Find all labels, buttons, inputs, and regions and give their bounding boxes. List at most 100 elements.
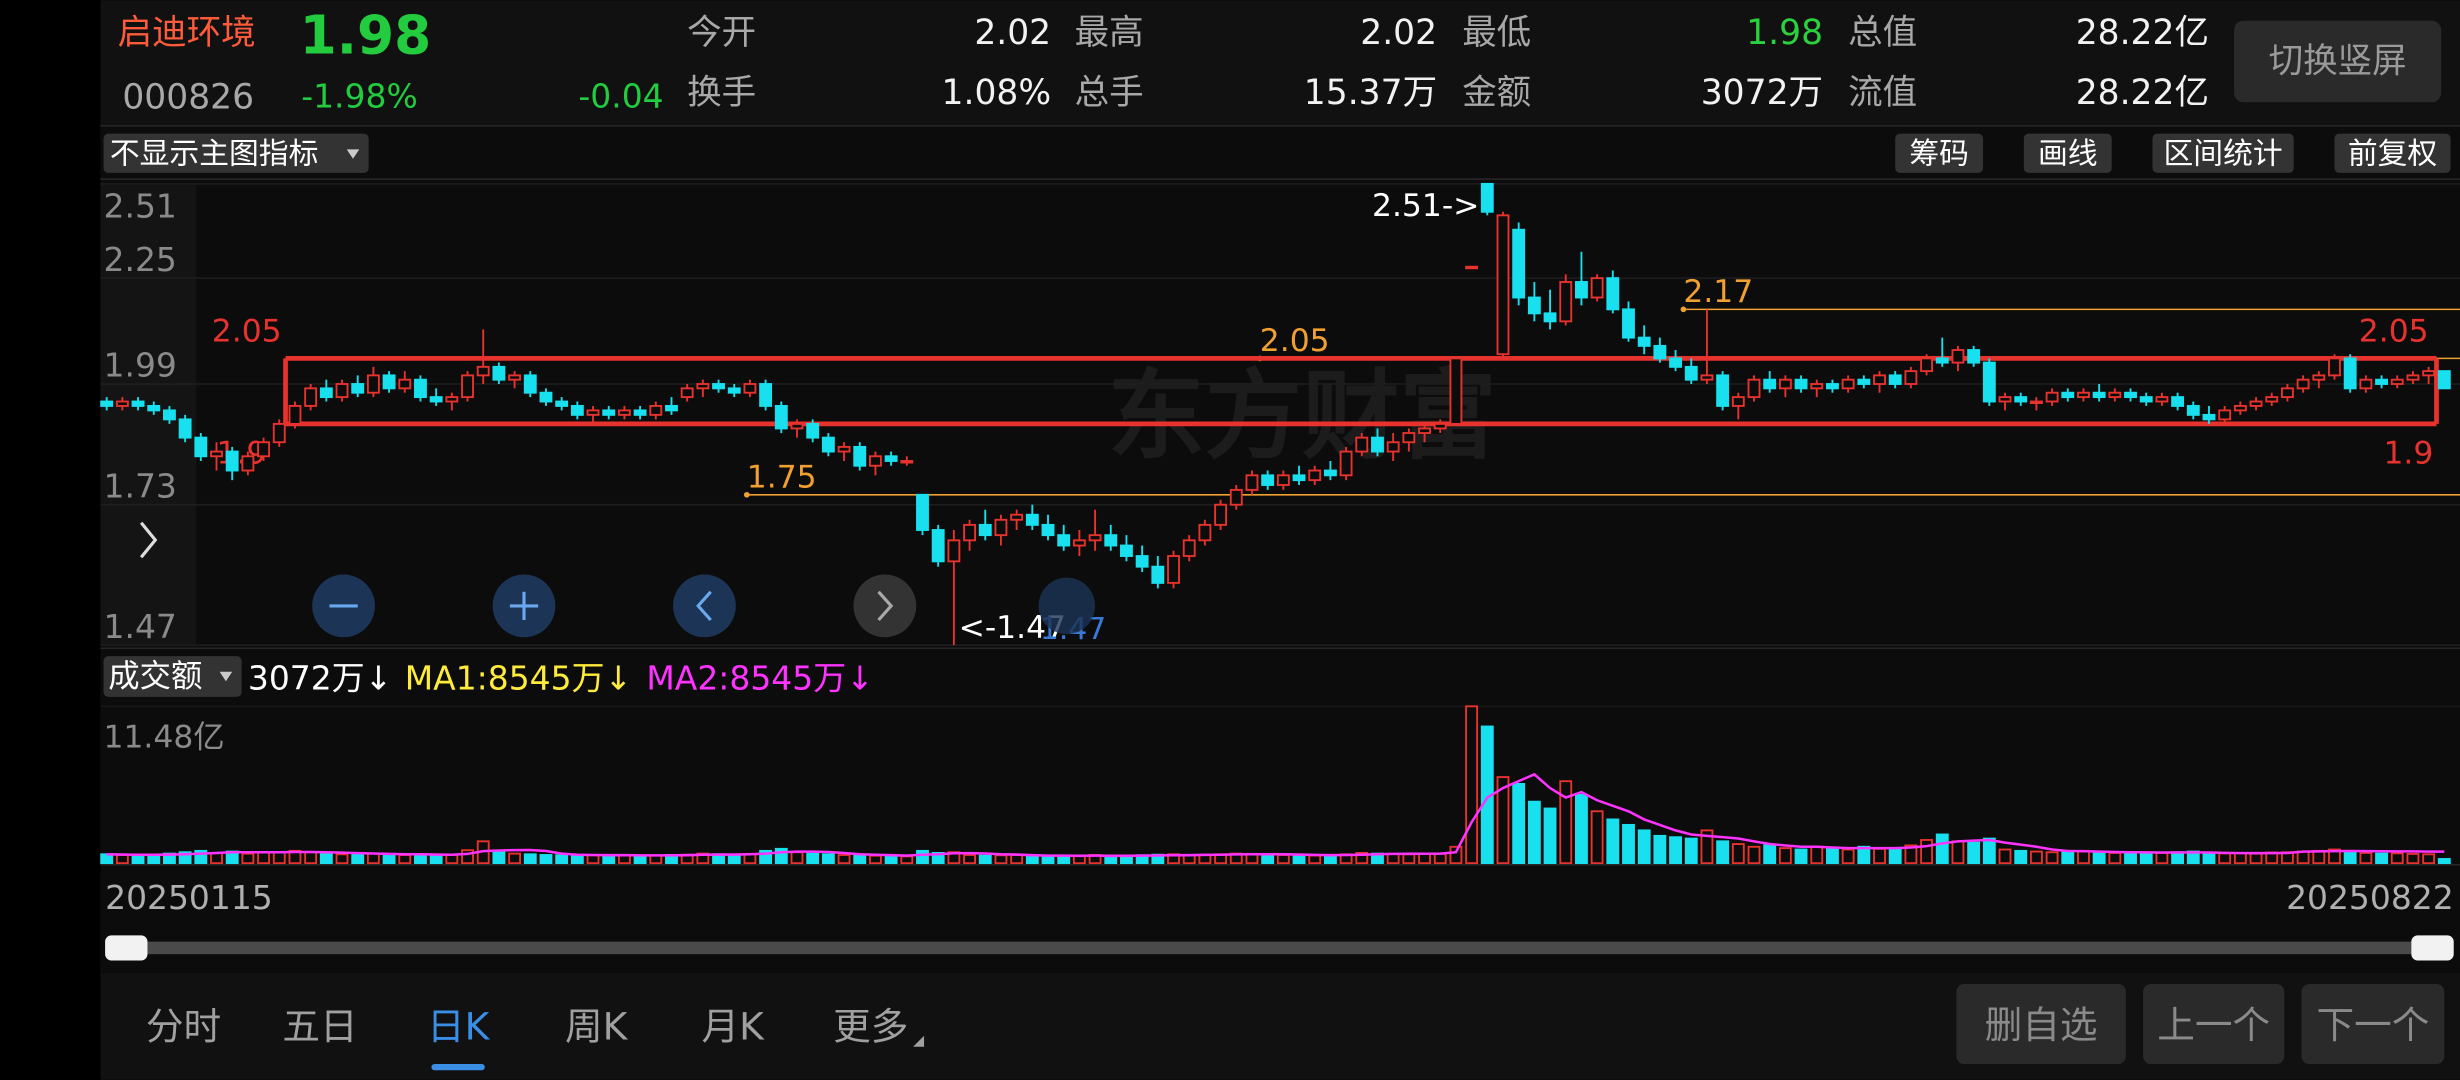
indicator-label[interactable]: 不显示主图指标 xyxy=(110,137,319,172)
box-label: 2.05 xyxy=(212,314,282,350)
volume-bar xyxy=(1794,848,1808,865)
side-handle[interactable] xyxy=(100,183,197,646)
volume-bar xyxy=(1747,845,1761,865)
switch-button-label[interactable]: 切换竖屏 xyxy=(2269,41,2407,81)
tool-button[interactable] xyxy=(1895,133,1984,173)
candle-body xyxy=(1418,427,1431,434)
volume-bar xyxy=(382,853,396,865)
volume-bar xyxy=(351,852,365,865)
zoom-controls xyxy=(312,574,1096,638)
volume-bar xyxy=(1982,837,1996,865)
action-button[interactable] xyxy=(2301,983,2445,1065)
tool-button[interactable] xyxy=(2152,133,2294,173)
volume-bar xyxy=(837,854,851,865)
volume-dropdown[interactable] xyxy=(103,656,242,697)
action-button-label[interactable]: 删自选 xyxy=(1985,1003,2098,1047)
volume-bar xyxy=(1543,807,1557,865)
candle-body xyxy=(1167,555,1180,584)
volume-bar xyxy=(2124,851,2137,865)
tool-button-label[interactable]: 画线 xyxy=(2038,137,2098,172)
tab[interactable]: 五日 xyxy=(282,1004,357,1048)
main-panel xyxy=(100,0,2460,1080)
volume-bar xyxy=(1653,834,1667,865)
candle-body xyxy=(523,374,537,394)
volume-bar xyxy=(1559,780,1573,865)
action-button[interactable] xyxy=(2143,983,2285,1065)
quote-header xyxy=(100,0,2460,126)
volume-bar xyxy=(602,854,616,865)
y-tick-label: 1.47 xyxy=(104,607,177,646)
candle-body xyxy=(2155,396,2169,403)
stat-value: 15.37万 xyxy=(1304,73,1437,113)
candle-body xyxy=(1072,539,1086,547)
scroll-handle-left[interactable] xyxy=(105,935,148,961)
tool-button[interactable] xyxy=(2334,133,2451,173)
candle-body xyxy=(680,387,694,399)
high-label: 2.51-> xyxy=(1372,188,1479,224)
candle-body xyxy=(884,455,898,462)
stat-label: 最高 xyxy=(1075,13,1144,53)
reset[interactable] xyxy=(1038,577,1096,635)
volume-bar xyxy=(2139,851,2153,865)
candle-body xyxy=(1433,422,1447,430)
tool-button-label[interactable]: 前复权 xyxy=(2348,137,2437,172)
candle-body xyxy=(806,422,820,439)
volume-bar xyxy=(931,851,945,865)
candle-body xyxy=(1010,513,1024,521)
legend-title[interactable]: 成交额 xyxy=(108,658,202,694)
y-tick-label: 2.25 xyxy=(104,240,177,279)
candle-body xyxy=(790,422,804,430)
candle-body xyxy=(351,383,365,394)
tool-button[interactable] xyxy=(2023,133,2112,173)
candle-body xyxy=(1778,378,1792,390)
candle-body xyxy=(288,405,302,425)
scroll-left[interactable] xyxy=(673,574,736,638)
candle-body xyxy=(241,455,255,472)
legend-item: MA1:8545万↓ xyxy=(405,659,632,698)
action-button[interactable] xyxy=(1956,983,2126,1065)
volume-bar xyxy=(1888,847,1902,865)
volume-bar xyxy=(963,854,976,865)
actions: 删自选 上一个 下一个 xyxy=(1956,983,2445,1065)
action-button-label[interactable]: 上一个 xyxy=(2157,1003,2270,1047)
scroll-handle-right[interactable] xyxy=(2411,935,2454,961)
start-date: 20250115 xyxy=(105,878,273,917)
tab[interactable]: 月K xyxy=(702,1004,766,1048)
candle-body xyxy=(335,383,349,399)
switch-button[interactable] xyxy=(2234,20,2442,103)
tab[interactable]: 周K xyxy=(565,1004,629,1048)
candle-body xyxy=(492,365,506,381)
action-button-label[interactable]: 下一个 xyxy=(2316,1003,2429,1047)
candle-body xyxy=(2108,391,2122,399)
candle-body xyxy=(1261,474,1275,486)
stat-value: 28.22亿 xyxy=(2076,73,2209,113)
volume-bar xyxy=(335,853,349,865)
scrollbar[interactable] xyxy=(125,941,2435,955)
tool-button-label[interactable]: 区间统计 xyxy=(2164,137,2283,172)
expand-icon[interactable] xyxy=(139,521,158,559)
candle-body xyxy=(696,383,710,390)
candle-body xyxy=(1151,565,1165,584)
candle-body xyxy=(2233,405,2247,412)
candle-body xyxy=(2045,391,2059,403)
volume-bar xyxy=(1935,833,1949,865)
tab[interactable]: 更多 xyxy=(833,1004,908,1048)
scroll-right[interactable] xyxy=(853,574,917,638)
volume-bar xyxy=(1496,776,1510,865)
candle-body xyxy=(1371,436,1384,453)
candle-body xyxy=(1794,378,1808,390)
tab[interactable]: 分时 xyxy=(146,1004,221,1048)
volume-bar xyxy=(1512,782,1526,865)
volume-bar xyxy=(1622,823,1635,865)
y-tick-label: 1.73 xyxy=(104,466,177,505)
candle-body xyxy=(1308,469,1322,482)
candle-body xyxy=(1465,265,1479,270)
candle-body xyxy=(2077,391,2090,399)
candle-body xyxy=(100,400,114,407)
candle-body xyxy=(1669,357,1682,368)
indicator-dropdown[interactable] xyxy=(103,133,369,173)
tool-button-label[interactable]: 筹码 xyxy=(1909,137,1969,172)
price-chart: 东方财富 1.47 1.73 1.99 2.25 2.51 1.75 2.05 2.17 2.05… xyxy=(100,182,2460,647)
tab[interactable]: 日K xyxy=(427,1004,491,1048)
change-percent: -1.98% xyxy=(301,77,418,116)
